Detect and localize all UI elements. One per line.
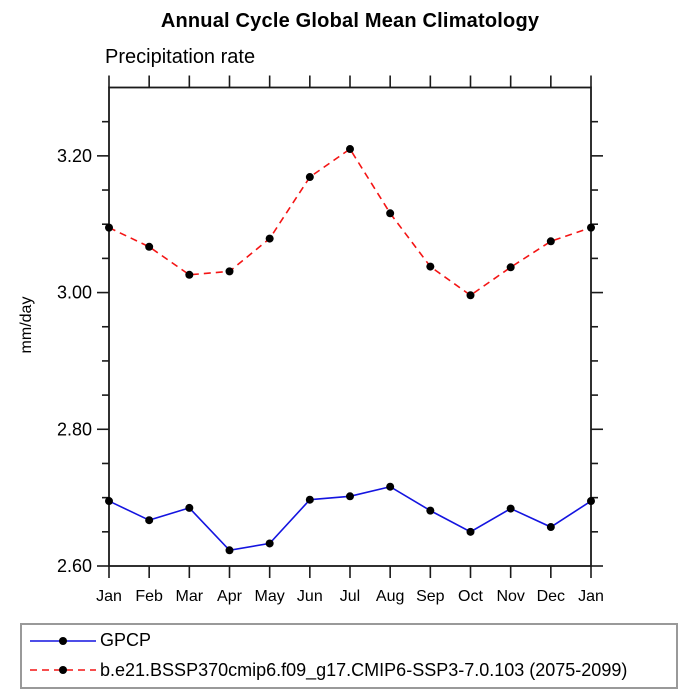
- data-point: [386, 209, 395, 218]
- series-line-model: [108, 147, 592, 297]
- data-point: [587, 223, 595, 232]
- data-point: [145, 242, 154, 251]
- legend-box: GPCP b.e21.BSSP370cmip6.f09_g17.CMIP6-SS…: [20, 623, 678, 689]
- data-point: [506, 504, 515, 513]
- legend-label-model: b.e21.BSSP370cmip6.f09_g17.CMIP6-SSP3-7.…: [100, 659, 628, 680]
- data-point: [466, 527, 475, 536]
- x-tick-label: Feb: [135, 588, 163, 605]
- x-tick-label: Jul: [340, 588, 360, 605]
- data-point: [305, 495, 314, 504]
- data-point: [185, 270, 194, 279]
- legend-sample-dashed-line-icon: [30, 666, 96, 675]
- x-tick-label: Jan: [96, 588, 122, 605]
- y-tick-label: 3.00: [57, 283, 92, 303]
- data-point: [225, 546, 234, 555]
- legend-sample-solid-line-icon: [30, 636, 96, 645]
- x-tick-label: Mar: [176, 588, 204, 605]
- legend-item-gpcp: GPCP: [22, 628, 676, 654]
- x-tick-label: Apr: [217, 588, 243, 605]
- legend-item-model: b.e21.BSSP370cmip6.f09_g17.CMIP6-SSP3-7.…: [22, 657, 676, 683]
- data-point: [305, 173, 314, 182]
- x-tick-label: Aug: [376, 588, 404, 605]
- x-tick-label: Jun: [297, 588, 323, 605]
- x-tick-label: Dec: [537, 588, 565, 605]
- data-point: [546, 523, 555, 532]
- data-point: [346, 145, 354, 154]
- x-tick-label: Sep: [416, 588, 445, 605]
- x-tick-label: May: [255, 588, 285, 605]
- data-point: [426, 506, 435, 515]
- data-point: [466, 291, 475, 300]
- chart-subtitle: Precipitation rate: [105, 46, 256, 68]
- data-point: [265, 539, 274, 548]
- data-point: [386, 482, 395, 491]
- data-point: [145, 516, 154, 525]
- y-tick-label: 3.20: [57, 146, 92, 166]
- chart-title: Annual Cycle Global Mean Climatology: [160, 10, 540, 32]
- data-point: [346, 492, 354, 501]
- data-point: [506, 263, 515, 272]
- y-axis-title: mm/day: [18, 297, 35, 354]
- x-tick-label: Jan: [578, 588, 604, 605]
- x-tick-label: Nov: [496, 588, 524, 605]
- data-point: [265, 234, 274, 243]
- legend-label-gpcp: GPCP: [100, 630, 152, 651]
- data-point: [546, 237, 555, 246]
- data-point: [426, 262, 435, 271]
- data-point: [185, 503, 194, 512]
- data-point: [225, 267, 234, 276]
- data-point: [105, 223, 113, 232]
- data-point: [587, 497, 595, 506]
- data-point: [105, 497, 113, 506]
- y-tick-label: 2.60: [57, 556, 92, 576]
- y-tick-label: 2.80: [57, 419, 92, 439]
- x-tick-label: Oct: [458, 588, 483, 605]
